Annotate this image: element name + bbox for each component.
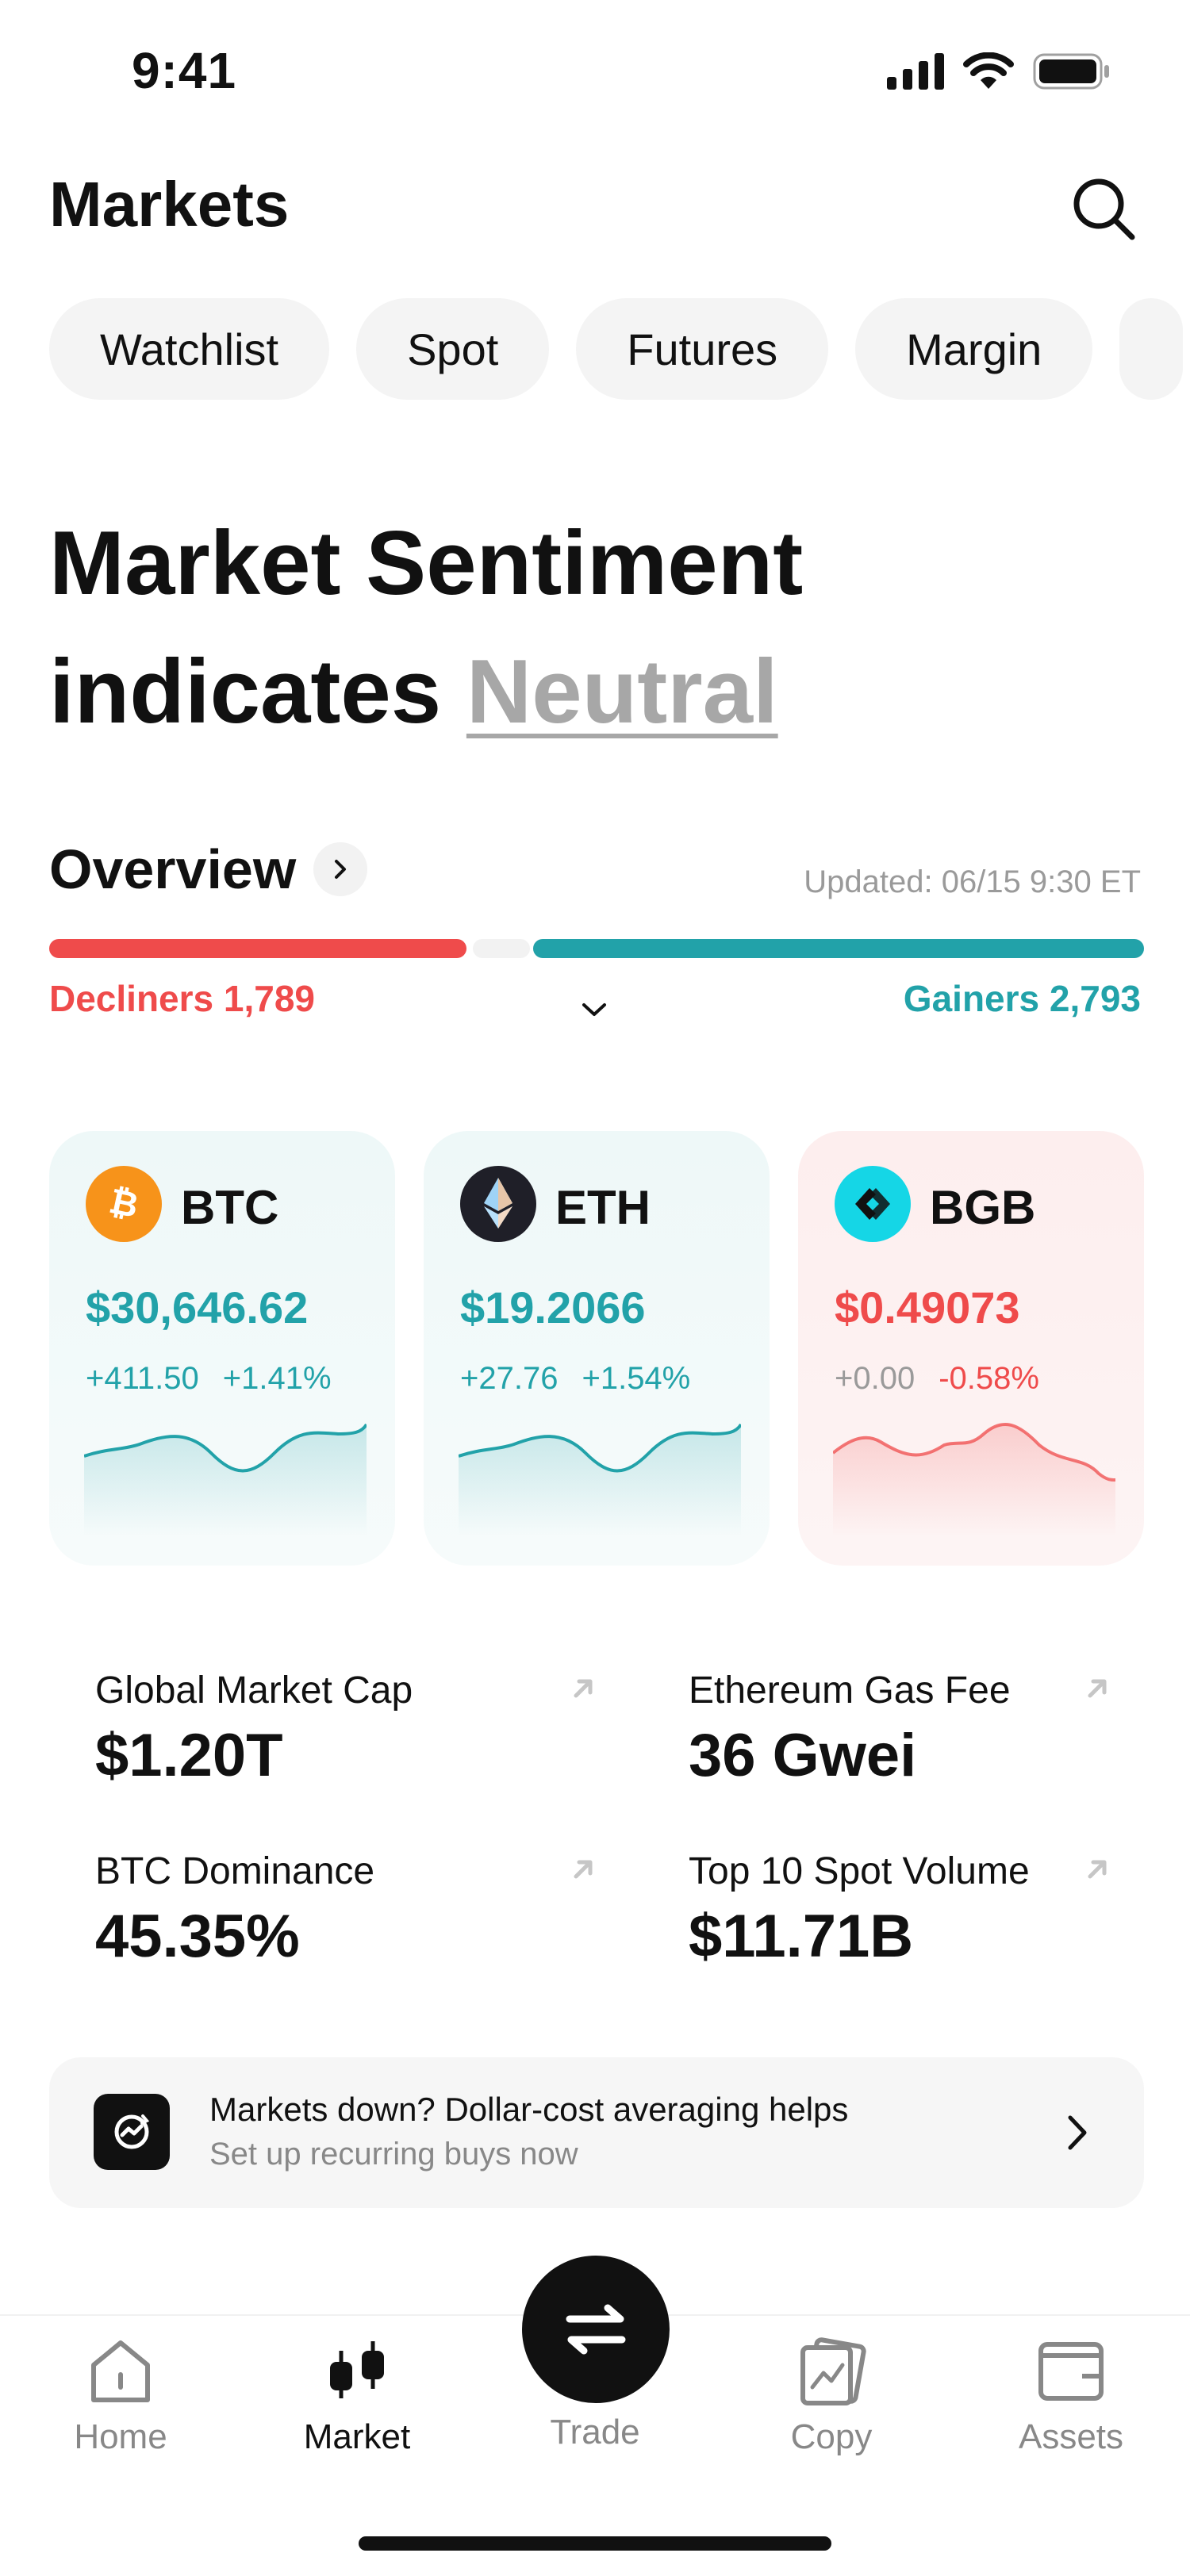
coin-card-btc[interactable]: ₿ BTC $30,646.62 +411.50 +1.41% — [49, 1131, 395, 1566]
stat-ethereum-gas-fee[interactable]: Ethereum Gas Fee 36 Gwei — [689, 1669, 1117, 1811]
status-time: 9:41 — [132, 42, 237, 99]
stat-global-market-cap[interactable]: Global Market Cap $1.20T — [95, 1669, 603, 1811]
coin-symbol: BGB — [930, 1181, 1036, 1234]
coin-changes: +27.76 +1.54% — [460, 1361, 690, 1397]
coin-change-abs: +0.00 — [835, 1361, 916, 1396]
battery-icon — [1033, 53, 1109, 90]
search-button[interactable] — [1068, 173, 1139, 244]
stat-value: $11.71B — [689, 1903, 914, 1970]
overview-header[interactable]: Overview — [49, 838, 368, 901]
nav-label: Copy — [790, 2417, 873, 2456]
stat-label: Top 10 Spot Volume — [689, 1850, 1030, 1892]
coin-changes: +0.00 -0.58% — [835, 1361, 1039, 1397]
tab-watchlist[interactable]: Watchlist — [49, 298, 330, 400]
arrow-up-right-icon — [1088, 1679, 1107, 1698]
home-icon — [91, 2340, 150, 2402]
coin-change-abs: +411.50 — [86, 1361, 199, 1396]
tab-spot[interactable]: Spot — [356, 298, 550, 400]
gainers-count: Gainers 2,793 — [903, 978, 1141, 1019]
ethereum-icon — [460, 1166, 536, 1242]
tab-futures[interactable]: Futures — [576, 298, 829, 400]
market-sentiment-headline: Market Sentiment indicates Neutral — [49, 500, 1144, 757]
nav-label: Assets — [1018, 2417, 1124, 2456]
arrow-up-right-icon — [574, 1679, 593, 1698]
sentiment-value-link[interactable]: Neutral — [466, 642, 778, 742]
sentiment-line1: Market Sentiment — [49, 513, 804, 614]
chevron-right-icon — [1068, 2115, 1087, 2150]
nav-label: Market — [303, 2417, 411, 2456]
copy-icon — [800, 2337, 866, 2405]
chevron-right-icon — [335, 860, 347, 879]
nav-home[interactable]: Home — [33, 2333, 208, 2492]
arrow-up-right-icon — [574, 1860, 593, 1879]
nav-market[interactable]: Market — [270, 2333, 444, 2492]
decliners-count: Decliners 1,789 — [49, 978, 316, 1019]
sparkline-chart — [84, 1423, 367, 1535]
stat-value: 36 Gwei — [689, 1722, 917, 1789]
banner-chevron-button[interactable] — [1049, 2105, 1104, 2160]
sentiment-prefix: indicates — [49, 642, 442, 742]
nav-copy[interactable]: Copy — [744, 2333, 919, 2492]
coin-changes: +411.50 +1.41% — [86, 1361, 332, 1397]
stat-label: BTC Dominance — [95, 1850, 375, 1892]
home-indicator — [359, 2536, 831, 2551]
overview-title: Overview — [49, 838, 297, 900]
trade-button[interactable] — [522, 2256, 670, 2403]
gainers-bar-segment — [533, 939, 1144, 958]
sparkline-chart — [459, 1423, 741, 1535]
stat-value: $1.20T — [95, 1722, 283, 1789]
status-icons — [887, 52, 1111, 90]
stat-btc-dominance[interactable]: BTC Dominance 45.35% — [95, 1850, 603, 1992]
search-icon — [1073, 178, 1135, 240]
stat-value: 45.35% — [95, 1903, 300, 1970]
gainers-decliners-bar — [49, 939, 1144, 958]
arrow-up-right-icon — [1088, 1860, 1107, 1879]
dca-promo-banner[interactable]: Markets down? Dollar-cost averaging help… — [49, 2057, 1144, 2208]
stat-top-10-spot-volume[interactable]: Top 10 Spot Volume $11.71B — [689, 1850, 1117, 1992]
recurring-buy-icon — [94, 2094, 170, 2170]
cellular-signal-icon — [887, 53, 944, 90]
updated-timestamp: Updated: 06/15 9:30 ET — [804, 864, 1141, 899]
coin-price: $19.2066 — [460, 1282, 646, 1332]
coin-card-eth[interactable]: ETH $19.2066 +27.76 +1.54% — [424, 1131, 770, 1566]
tab-more[interactable] — [1119, 298, 1184, 400]
nav-label: Home — [74, 2417, 167, 2456]
sentiment-line2: indicates Neutral — [49, 628, 1144, 757]
svg-text:₿: ₿ — [106, 1181, 142, 1226]
nav-label-trade: Trade — [550, 2413, 640, 2451]
market-tabs: Watchlist Spot Futures Margin — [49, 298, 1190, 400]
nav-assets[interactable]: Assets — [984, 2333, 1158, 2492]
coin-change-abs: +27.76 — [460, 1361, 559, 1396]
expand-overview-button[interactable] — [576, 991, 612, 1028]
market-icon — [330, 2341, 384, 2398]
wallet-icon — [1038, 2342, 1104, 2401]
stat-label: Global Market Cap — [95, 1669, 413, 1712]
chevron-down-icon — [582, 1003, 606, 1016]
bgb-icon — [835, 1166, 911, 1242]
status-bar: 9:41 — [0, 0, 1190, 143]
coin-change-pct: +1.41% — [222, 1361, 332, 1396]
trade-icon — [566, 2304, 626, 2355]
page-title: Markets — [49, 169, 290, 240]
banner-subtitle: Set up recurring buys now — [209, 2137, 578, 2172]
coin-change-pct: -0.58% — [939, 1361, 1039, 1396]
neutral-bar-segment — [473, 939, 530, 958]
coin-price: $30,646.62 — [86, 1282, 309, 1332]
overview-chevron-button[interactable] — [313, 842, 368, 896]
coin-symbol: ETH — [555, 1181, 651, 1234]
coin-symbol: BTC — [181, 1181, 279, 1234]
decliners-bar-segment — [49, 939, 466, 958]
coin-price: $0.49073 — [835, 1282, 1020, 1332]
bitcoin-icon: ₿ — [86, 1166, 162, 1242]
coin-card-bgb[interactable]: BGB $0.49073 +0.00 -0.58% — [798, 1131, 1144, 1566]
wifi-icon — [963, 52, 1014, 89]
stat-label: Ethereum Gas Fee — [689, 1669, 1011, 1712]
sparkline-chart — [833, 1422, 1115, 1535]
banner-title: Markets down? Dollar-cost averaging help… — [209, 2091, 849, 2128]
tab-margin[interactable]: Margin — [855, 298, 1093, 400]
coin-change-pct: +1.54% — [582, 1361, 691, 1396]
